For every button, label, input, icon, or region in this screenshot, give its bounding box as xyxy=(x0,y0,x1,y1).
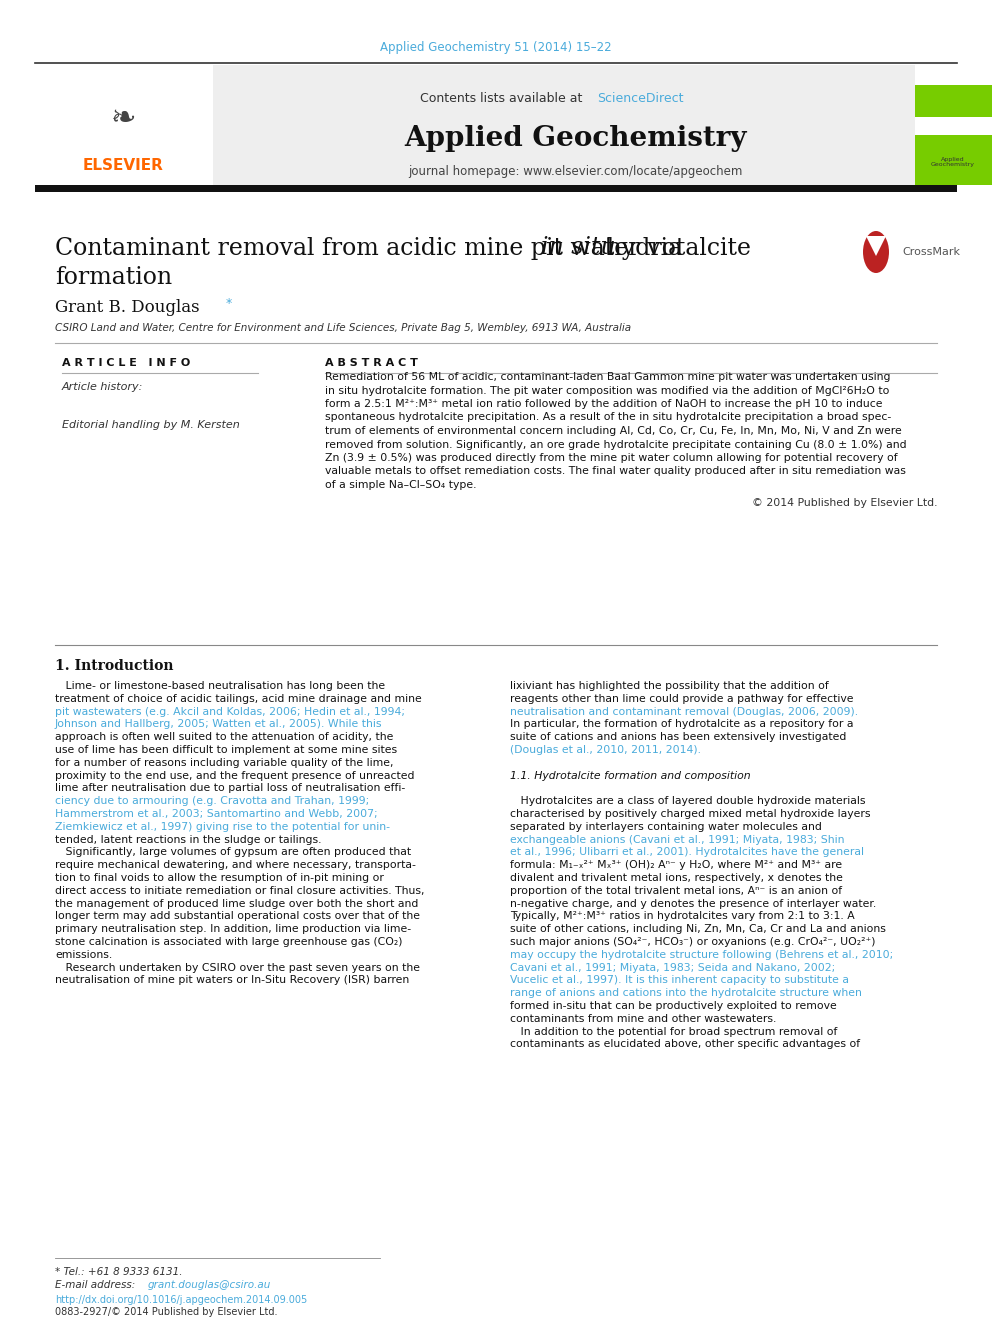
Text: emissions.: emissions. xyxy=(55,950,112,959)
Text: Applied
Geochemistry: Applied Geochemistry xyxy=(931,156,975,168)
Text: A R T I C L E   I N F O: A R T I C L E I N F O xyxy=(62,359,190,368)
Text: the management of produced lime sludge over both the short and: the management of produced lime sludge o… xyxy=(55,898,419,909)
Text: suite of other cations, including Ni, Zn, Mn, Ca, Cr and La and anions: suite of other cations, including Ni, Zn… xyxy=(510,925,886,934)
Text: Significantly, large volumes of gypsum are often produced that: Significantly, large volumes of gypsum a… xyxy=(55,848,411,857)
Text: longer term may add substantial operational costs over that of the: longer term may add substantial operatio… xyxy=(55,912,420,921)
Bar xyxy=(35,185,957,192)
Text: ❧: ❧ xyxy=(110,103,136,132)
Bar xyxy=(35,65,211,185)
Text: may occupy the hydrotalcite structure following (Behrens et al., 2010;: may occupy the hydrotalcite structure fo… xyxy=(510,950,893,959)
Bar xyxy=(915,85,992,116)
Bar xyxy=(213,65,915,185)
Text: ScienceDirect: ScienceDirect xyxy=(597,93,683,106)
Text: formula: M₁₋ₓ²⁺ Mₓ³⁺ (OH)₂ Aⁿ⁻ y H₂O, where M²⁺ and M³⁺ are: formula: M₁₋ₓ²⁺ Mₓ³⁺ (OH)₂ Aⁿ⁻ y H₂O, wh… xyxy=(510,860,842,871)
Text: Typically, M²⁺:M³⁺ ratios in hydrotalcites vary from 2:1 to 3:1. A: Typically, M²⁺:M³⁺ ratios in hydrotalcit… xyxy=(510,912,855,921)
Text: * Tel.: +61 8 9333 6131.: * Tel.: +61 8 9333 6131. xyxy=(55,1267,183,1277)
Text: such major anions (SO₄²⁻, HCO₃⁻) or oxyanions (e.g. CrO₄²⁻, UO₂²⁺): such major anions (SO₄²⁻, HCO₃⁻) or oxya… xyxy=(510,937,876,947)
Text: Johnson and Hallberg, 2005; Watten et al., 2005). While this: Johnson and Hallberg, 2005; Watten et al… xyxy=(55,720,383,729)
Text: 1.1. Hydrotalcite formation and composition: 1.1. Hydrotalcite formation and composit… xyxy=(510,770,751,781)
Text: stone calcination is associated with large greenhouse gas (CO₂): stone calcination is associated with lar… xyxy=(55,937,403,947)
Text: formed in-situ that can be productively exploited to remove: formed in-situ that can be productively … xyxy=(510,1002,836,1011)
Text: treatment of choice of acidic tailings, acid mine drainage and mine: treatment of choice of acidic tailings, … xyxy=(55,693,422,704)
Text: form a 2.5:1 M²⁺:M³⁺ metal ion ratio followed by the addition of NaOH to increas: form a 2.5:1 M²⁺:M³⁺ metal ion ratio fol… xyxy=(325,400,883,409)
Text: range of anions and cations into the hydrotalcite structure when: range of anions and cations into the hyd… xyxy=(510,988,862,998)
Text: reagents other than lime could provide a pathway for effective: reagents other than lime could provide a… xyxy=(510,693,853,704)
Text: Zn (3.9 ± 0.5%) was produced directly from the mine pit water column allowing fo: Zn (3.9 ± 0.5%) was produced directly fr… xyxy=(325,452,898,463)
Text: Editorial handling by M. Kersten: Editorial handling by M. Kersten xyxy=(62,419,240,430)
Text: Applied Geochemistry 51 (2014) 15–22: Applied Geochemistry 51 (2014) 15–22 xyxy=(380,41,612,54)
Text: ELSEVIER: ELSEVIER xyxy=(82,157,164,172)
Text: Ziemkiewicz et al., 1997) giving rise to the potential for unin-: Ziemkiewicz et al., 1997) giving rise to… xyxy=(55,822,390,832)
Text: exchangeable anions (Cavani et al., 1991; Miyata, 1983; Shin: exchangeable anions (Cavani et al., 1991… xyxy=(510,835,844,844)
Text: spontaneous hydrotalcite precipitation. As a result of the in situ hydrotalcite : spontaneous hydrotalcite precipitation. … xyxy=(325,413,891,422)
Text: suite of cations and anions has been extensively investigated: suite of cations and anions has been ext… xyxy=(510,732,846,742)
Text: for a number of reasons including variable quality of the lime,: for a number of reasons including variab… xyxy=(55,758,394,767)
Text: *: * xyxy=(226,298,232,311)
Ellipse shape xyxy=(863,232,889,273)
Text: 0883-2927/© 2014 Published by Elsevier Ltd.: 0883-2927/© 2014 Published by Elsevier L… xyxy=(55,1307,278,1316)
Text: Contents lists available at: Contents lists available at xyxy=(420,93,586,106)
Text: http://dx.doi.org/10.1016/j.apgeochem.2014.09.005: http://dx.doi.org/10.1016/j.apgeochem.20… xyxy=(55,1295,308,1304)
Text: tended, latent reactions in the sludge or tailings.: tended, latent reactions in the sludge o… xyxy=(55,835,321,844)
Text: et al., 1996; Ulibarri et al., 2001). Hydrotalcites have the general: et al., 1996; Ulibarri et al., 2001). Hy… xyxy=(510,848,864,857)
Text: Vucelic et al., 1997). It is this inherent capacity to substitute a: Vucelic et al., 1997). It is this inhere… xyxy=(510,975,849,986)
Text: valuable metals to offset remediation costs. The final water quality produced af: valuable metals to offset remediation co… xyxy=(325,467,906,476)
Text: journal homepage: www.elsevier.com/locate/apgeochem: journal homepage: www.elsevier.com/locat… xyxy=(408,165,742,179)
Text: Contaminant removal from acidic mine pit water via: Contaminant removal from acidic mine pit… xyxy=(55,237,689,259)
Text: lixiviant has highlighted the possibility that the addition of: lixiviant has highlighted the possibilit… xyxy=(510,681,828,691)
Text: Cavani et al., 1991; Miyata, 1983; Seida and Nakano, 2002;: Cavani et al., 1991; Miyata, 1983; Seida… xyxy=(510,963,835,972)
Text: ciency due to armouring (e.g. Cravotta and Trahan, 1999;: ciency due to armouring (e.g. Cravotta a… xyxy=(55,796,369,806)
Text: approach is often well suited to the attenuation of acidity, the: approach is often well suited to the att… xyxy=(55,732,394,742)
Text: Lime- or limestone-based neutralisation has long been the: Lime- or limestone-based neutralisation … xyxy=(55,681,385,691)
Text: contaminants from mine and other wastewaters.: contaminants from mine and other wastewa… xyxy=(510,1013,777,1024)
Bar xyxy=(915,135,992,185)
Text: pit wastewaters (e.g. Akcil and Koldas, 2006; Hedin et al., 1994;: pit wastewaters (e.g. Akcil and Koldas, … xyxy=(55,706,405,717)
Bar xyxy=(915,116,992,135)
Text: divalent and trivalent metal ions, respectively, x denotes the: divalent and trivalent metal ions, respe… xyxy=(510,873,843,882)
Text: n-negative charge, and y denotes the presence of interlayer water.: n-negative charge, and y denotes the pre… xyxy=(510,898,876,909)
Text: Hammerstrom et al., 2003; Santomartino and Webb, 2007;: Hammerstrom et al., 2003; Santomartino a… xyxy=(55,808,378,819)
Text: CrossMark: CrossMark xyxy=(902,247,960,257)
Text: In addition to the potential for broad spectrum removal of: In addition to the potential for broad s… xyxy=(510,1027,837,1037)
Text: CSIRO Land and Water, Centre for Environment and Life Sciences, Private Bag 5, W: CSIRO Land and Water, Centre for Environ… xyxy=(55,323,631,333)
Text: use of lime has been difficult to implement at some mine sites: use of lime has been difficult to implem… xyxy=(55,745,397,755)
Text: Remediation of 56 ML of acidic, contaminant-laden Baal Gammon mine pit water was: Remediation of 56 ML of acidic, contamin… xyxy=(325,372,891,382)
Text: proportion of the total trivalent metal ions, Aⁿ⁻ is an anion of: proportion of the total trivalent metal … xyxy=(510,886,842,896)
Text: Article history:: Article history: xyxy=(62,382,144,392)
Text: of a simple Na–Cl–SO₄ type.: of a simple Na–Cl–SO₄ type. xyxy=(325,480,476,490)
Text: A B S T R A C T: A B S T R A C T xyxy=(325,359,418,368)
Text: direct access to initiate remediation or final closure activities. Thus,: direct access to initiate remediation or… xyxy=(55,886,425,896)
Text: contaminants as elucidated above, other specific advantages of: contaminants as elucidated above, other … xyxy=(510,1040,860,1049)
Text: in situ hydrotalcite formation. The pit water composition was modified via the a: in situ hydrotalcite formation. The pit … xyxy=(325,385,890,396)
Text: separated by interlayers containing water molecules and: separated by interlayers containing wate… xyxy=(510,822,822,832)
Text: Research undertaken by CSIRO over the past seven years on the: Research undertaken by CSIRO over the pa… xyxy=(55,963,420,972)
Text: removed from solution. Significantly, an ore grade hydrotalcite precipitate cont: removed from solution. Significantly, an… xyxy=(325,439,907,450)
Text: lime after neutralisation due to partial loss of neutralisation effi-: lime after neutralisation due to partial… xyxy=(55,783,406,794)
Text: require mechanical dewatering, and where necessary, transporta-: require mechanical dewatering, and where… xyxy=(55,860,416,871)
Text: hydrotalcite: hydrotalcite xyxy=(599,237,751,259)
Text: neutralisation and contaminant removal (Douglas, 2006, 2009).: neutralisation and contaminant removal (… xyxy=(510,706,858,717)
Text: proximity to the end use, and the frequent presence of unreacted: proximity to the end use, and the freque… xyxy=(55,770,415,781)
Text: characterised by positively charged mixed metal hydroxide layers: characterised by positively charged mixe… xyxy=(510,808,871,819)
Text: 1. Introduction: 1. Introduction xyxy=(55,659,174,673)
Text: (Douglas et al., 2010, 2011, 2014).: (Douglas et al., 2010, 2011, 2014). xyxy=(510,745,701,755)
Text: formation: formation xyxy=(55,266,173,290)
Text: In particular, the formation of hydrotalcite as a repository for a: In particular, the formation of hydrotal… xyxy=(510,720,853,729)
Text: tion to final voids to allow the resumption of in-pit mining or: tion to final voids to allow the resumpt… xyxy=(55,873,384,882)
Text: Grant B. Douglas: Grant B. Douglas xyxy=(55,299,199,316)
Text: primary neutralisation step. In addition, lime production via lime-: primary neutralisation step. In addition… xyxy=(55,925,411,934)
Text: trum of elements of environmental concern including Al, Cd, Co, Cr, Cu, Fe, In, : trum of elements of environmental concer… xyxy=(325,426,902,437)
Text: in situ: in situ xyxy=(541,237,616,259)
Text: Hydrotalcites are a class of layered double hydroxide materials: Hydrotalcites are a class of layered dou… xyxy=(510,796,865,806)
Polygon shape xyxy=(866,235,886,255)
Text: grant.douglas@csiro.au: grant.douglas@csiro.au xyxy=(148,1279,272,1290)
Text: Applied Geochemistry: Applied Geochemistry xyxy=(404,124,746,152)
Text: E-mail address:: E-mail address: xyxy=(55,1279,139,1290)
Text: neutralisation of mine pit waters or In-Situ Recovery (ISR) barren: neutralisation of mine pit waters or In-… xyxy=(55,975,410,986)
Text: © 2014 Published by Elsevier Ltd.: © 2014 Published by Elsevier Ltd. xyxy=(752,497,937,508)
